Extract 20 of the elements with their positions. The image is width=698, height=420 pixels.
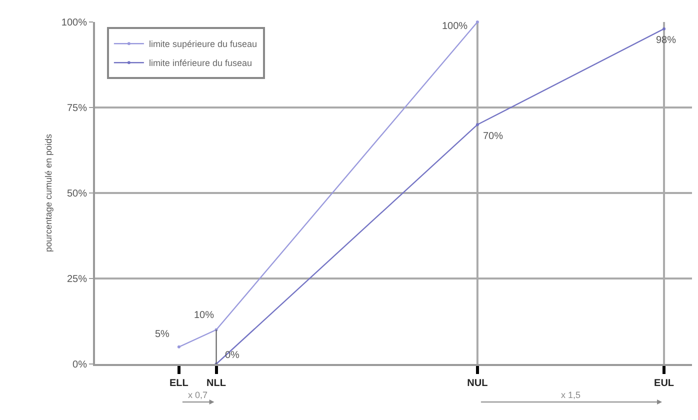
data-label: 70% xyxy=(483,131,504,142)
data-label: 0% xyxy=(225,350,240,361)
x-tick-label: EUL xyxy=(654,378,674,389)
data-label: 10% xyxy=(194,310,214,321)
text: x 0,7 xyxy=(188,390,208,400)
legend-label: limite inférieure du fuseau xyxy=(148,58,252,68)
x-tick-label: NUL xyxy=(467,378,488,389)
data-label: 100% xyxy=(442,21,468,32)
data-label: 5% xyxy=(155,329,170,340)
x-tick-label: ELL xyxy=(170,378,188,389)
legend-label: limite supérieure du fuseau xyxy=(148,39,258,50)
data-label: 98% xyxy=(656,35,676,46)
y-tick-label: 0% xyxy=(72,360,88,370)
y-axis-title: pourcentage cumulé en poids xyxy=(43,133,54,252)
y-tick-label: 25% xyxy=(66,274,88,285)
y-tick-label: 100% xyxy=(61,18,88,28)
x-tick-label: NLL xyxy=(206,378,226,389)
y-tick-label: 75% xyxy=(66,103,88,114)
y-tick-label: 50% xyxy=(66,188,88,200)
text: x 1,5 xyxy=(561,390,581,400)
